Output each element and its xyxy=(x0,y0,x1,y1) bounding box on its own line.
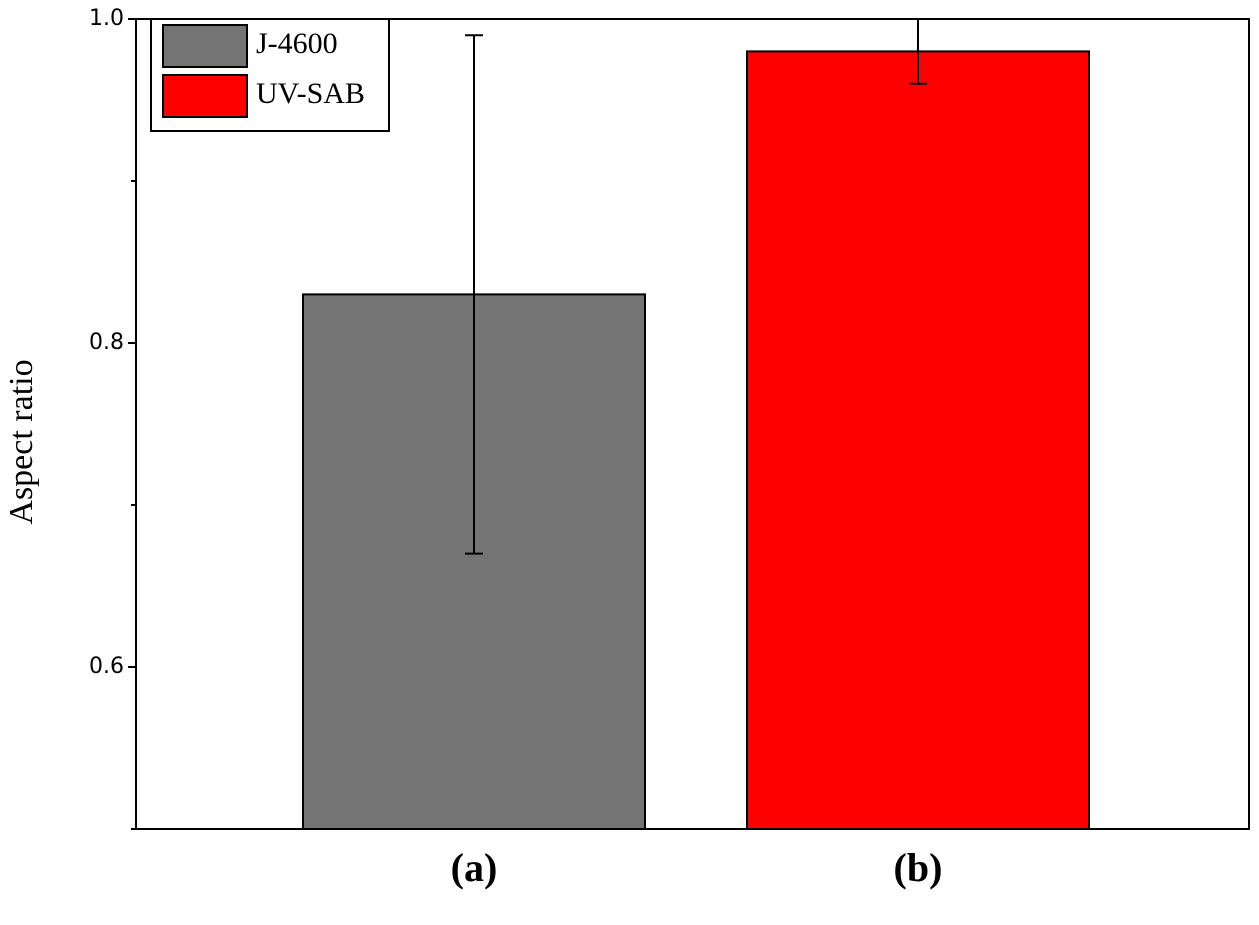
legend-label: J-4600 xyxy=(256,27,338,60)
legend-swatch xyxy=(162,74,248,118)
y-tick-label: 0.6 xyxy=(89,654,124,679)
legend-swatch xyxy=(162,24,248,68)
y-tick-label: 1.0 xyxy=(89,6,124,31)
error-bar xyxy=(465,34,483,555)
plot-frame xyxy=(135,18,1250,830)
error-bar xyxy=(909,18,927,85)
y-axis-label: Aspect ratio xyxy=(3,359,40,524)
y-tick-label: 0.8 xyxy=(89,330,124,355)
bar xyxy=(746,50,1090,830)
legend-label: UV-SAB xyxy=(256,77,365,110)
x-tick-label: (b) xyxy=(894,845,943,890)
x-tick-label: (a) xyxy=(451,845,498,890)
